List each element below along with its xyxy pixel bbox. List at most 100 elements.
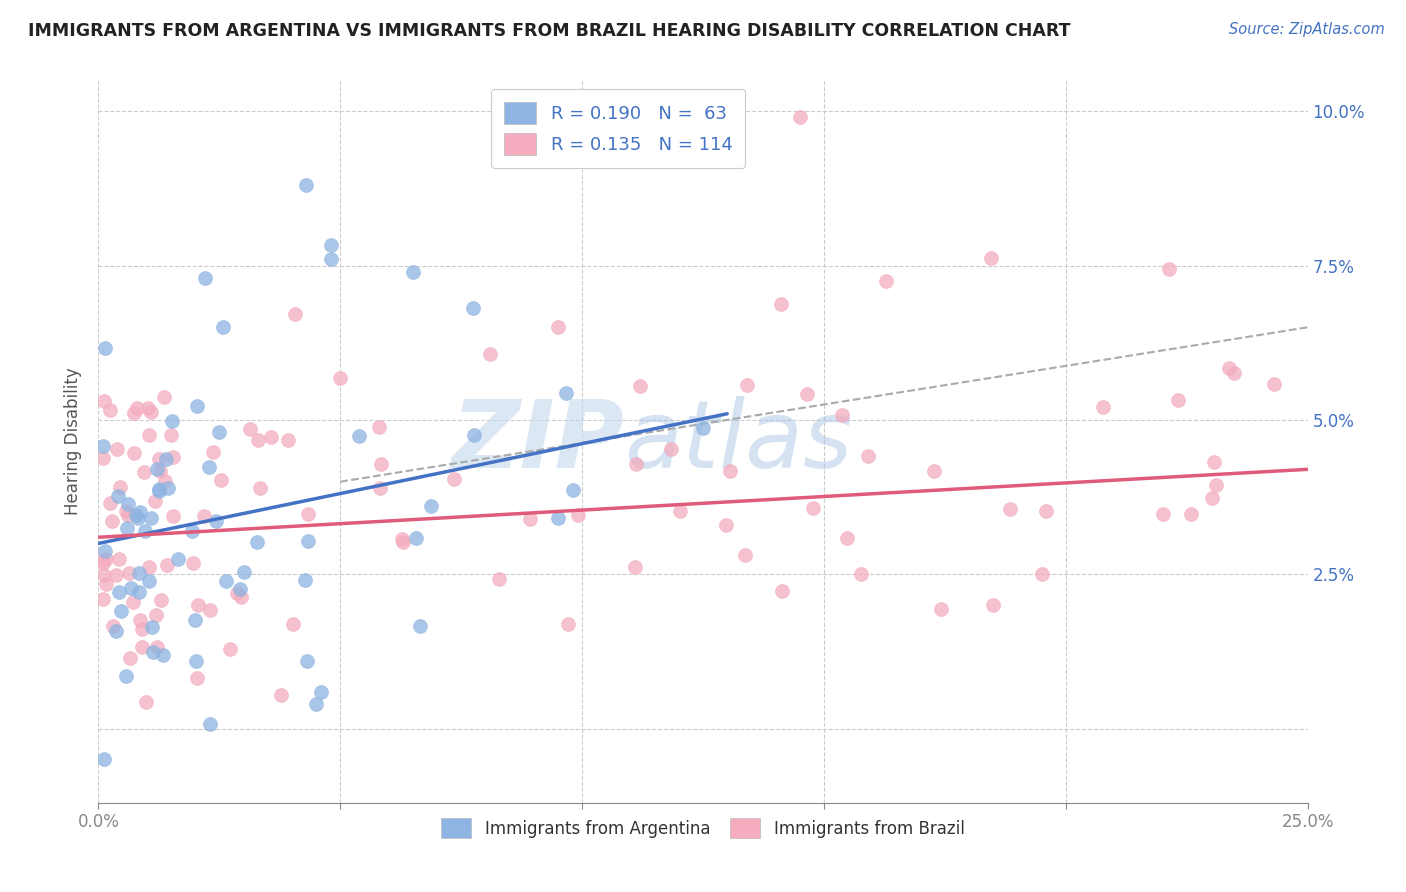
Point [122, 405, 145, 419]
Point [129, 505, 152, 519]
Point [557, 616, 579, 631]
Point [101, 515, 124, 529]
Point [297, 654, 319, 668]
Point [219, 642, 242, 657]
Point [131, 640, 153, 655]
Point [138, 574, 160, 588]
Point [402, 265, 425, 279]
Point [125, 508, 148, 523]
Point [120, 581, 142, 595]
Point [478, 346, 501, 360]
Point [156, 558, 179, 572]
Point [132, 465, 155, 479]
Point [142, 645, 165, 659]
Point [200, 717, 222, 731]
Point [321, 237, 343, 252]
Point [368, 419, 391, 434]
Point [980, 251, 1002, 265]
Point [246, 434, 269, 448]
Point [162, 450, 184, 464]
Point [567, 508, 589, 523]
Point [148, 483, 170, 498]
Point [181, 557, 204, 571]
Point [981, 598, 1004, 612]
Point [149, 592, 172, 607]
Point [1157, 262, 1180, 277]
Point [91, 591, 114, 606]
Point [239, 422, 262, 436]
Point [121, 595, 143, 609]
Point [463, 301, 485, 316]
Point [91, 556, 114, 570]
Point [138, 401, 160, 415]
Point [1263, 376, 1285, 391]
Point [391, 532, 413, 546]
Point [1204, 454, 1226, 468]
Point [349, 429, 371, 443]
Point [194, 271, 217, 285]
Point [849, 566, 872, 581]
Point [229, 582, 252, 597]
Point [409, 619, 432, 633]
Y-axis label: Hearing Disability: Hearing Disability [65, 368, 83, 516]
Point [103, 619, 125, 633]
Point [198, 459, 221, 474]
Point [149, 464, 172, 478]
Point [875, 274, 897, 288]
Point [1201, 491, 1223, 506]
Point [98, 495, 121, 509]
Point [281, 616, 304, 631]
Point [319, 252, 342, 267]
Point [107, 442, 129, 456]
Point [391, 535, 413, 549]
Point [115, 521, 138, 535]
Point [91, 439, 114, 453]
Point [134, 524, 156, 539]
Point [202, 444, 225, 458]
Point [233, 565, 256, 579]
Point [135, 695, 157, 709]
Point [180, 524, 202, 538]
Point [117, 497, 139, 511]
Point [305, 697, 328, 711]
Point [209, 474, 232, 488]
Point [624, 457, 647, 471]
Point [128, 585, 150, 599]
Point [309, 684, 332, 698]
Point [246, 535, 269, 549]
Point [796, 387, 818, 401]
Point [769, 297, 792, 311]
Point [370, 457, 392, 471]
Point [297, 533, 319, 548]
Point [270, 688, 292, 702]
Point [1180, 507, 1202, 521]
Point [114, 669, 136, 683]
Point [718, 464, 741, 478]
Point [108, 480, 131, 494]
Point [93, 393, 115, 408]
Point [329, 371, 352, 385]
Point [212, 320, 235, 334]
Point [145, 608, 167, 623]
Point [1205, 478, 1227, 492]
Text: atlas: atlas [624, 396, 852, 487]
Point [858, 449, 880, 463]
Point [96, 552, 118, 566]
Point [127, 511, 149, 525]
Point [98, 403, 121, 417]
Point [162, 508, 184, 523]
Point [198, 603, 221, 617]
Point [229, 590, 252, 604]
Point [184, 654, 207, 668]
Point [547, 320, 569, 334]
Point [129, 613, 152, 627]
Point [93, 752, 115, 766]
Point [160, 427, 183, 442]
Point [131, 622, 153, 636]
Point [104, 624, 127, 639]
Point [554, 385, 576, 400]
Point [148, 483, 170, 497]
Point [96, 577, 118, 591]
Point [1166, 392, 1188, 407]
Point [249, 481, 271, 495]
